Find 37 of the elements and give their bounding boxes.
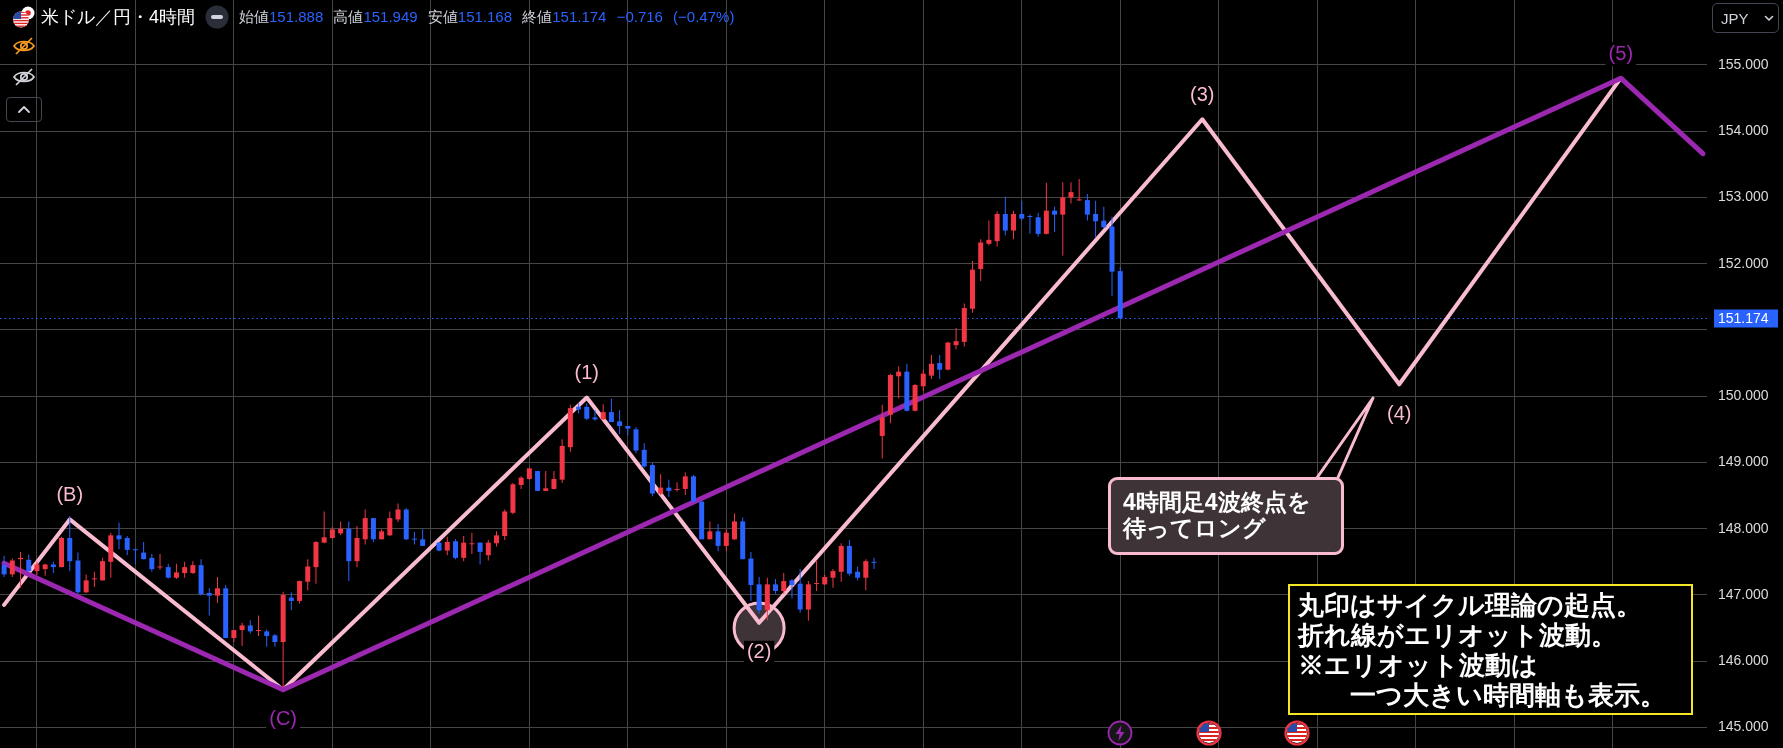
text: 始値151.888 高値151.949 安値151.168 終値151.174 −0.716 (−0.47%) <box>239 8 735 25</box>
y-tick-label: 152.000 <box>1718 254 1769 271</box>
y-tick-label: 150.000 <box>1718 387 1769 404</box>
candlestick <box>814 560 820 591</box>
candlestick <box>674 482 680 492</box>
candlestick <box>91 571 97 587</box>
annotation: (5) <box>1608 41 1634 64</box>
y-tick-label: 149.000 <box>1718 453 1769 470</box>
y-tick-label: 153.000 <box>1718 188 1769 205</box>
annotation: (3) <box>1190 82 1215 105</box>
candlestick <box>1027 214 1033 234</box>
y-tick-label: 147.000 <box>1718 585 1769 602</box>
annotation: (C) <box>269 707 298 730</box>
ref-line-label: 151.174 <box>1718 309 1769 326</box>
annotation: (B) <box>56 482 84 505</box>
candlestick <box>1076 178 1082 201</box>
annotation: 4時間足4波終点を待ってロング <box>1108 477 1344 555</box>
dropdown-button: JPY <box>1712 3 1779 33</box>
candlestick <box>411 532 417 545</box>
annotation: (2) <box>746 640 772 663</box>
annotation: 一つ大きい時間軸も表示。 <box>1349 680 1667 710</box>
candlestick <box>871 557 877 570</box>
chart-title: 米ドル／円・4時間 <box>41 6 196 28</box>
y-tick-label: 145.000 <box>1718 718 1769 735</box>
candlestick <box>132 548 138 564</box>
annotation: 折れ線がエリオット波動。 <box>1298 620 1618 650</box>
candlestick <box>469 532 475 554</box>
y-tick-label: 155.000 <box>1718 55 1769 72</box>
annotation: (4) <box>1387 401 1412 424</box>
y-tick-label: 154.000 <box>1718 122 1769 139</box>
y-tick-label: 146.000 <box>1718 652 1769 669</box>
annotation: 丸印はサイクル理論の起点。 <box>1298 590 1643 620</box>
annotation: (1) <box>574 361 600 384</box>
y-tick-label: 148.000 <box>1718 519 1769 536</box>
annotation: ※エリオット波動は <box>1298 650 1539 680</box>
candlestick <box>157 553 163 570</box>
candlestick <box>256 615 262 637</box>
